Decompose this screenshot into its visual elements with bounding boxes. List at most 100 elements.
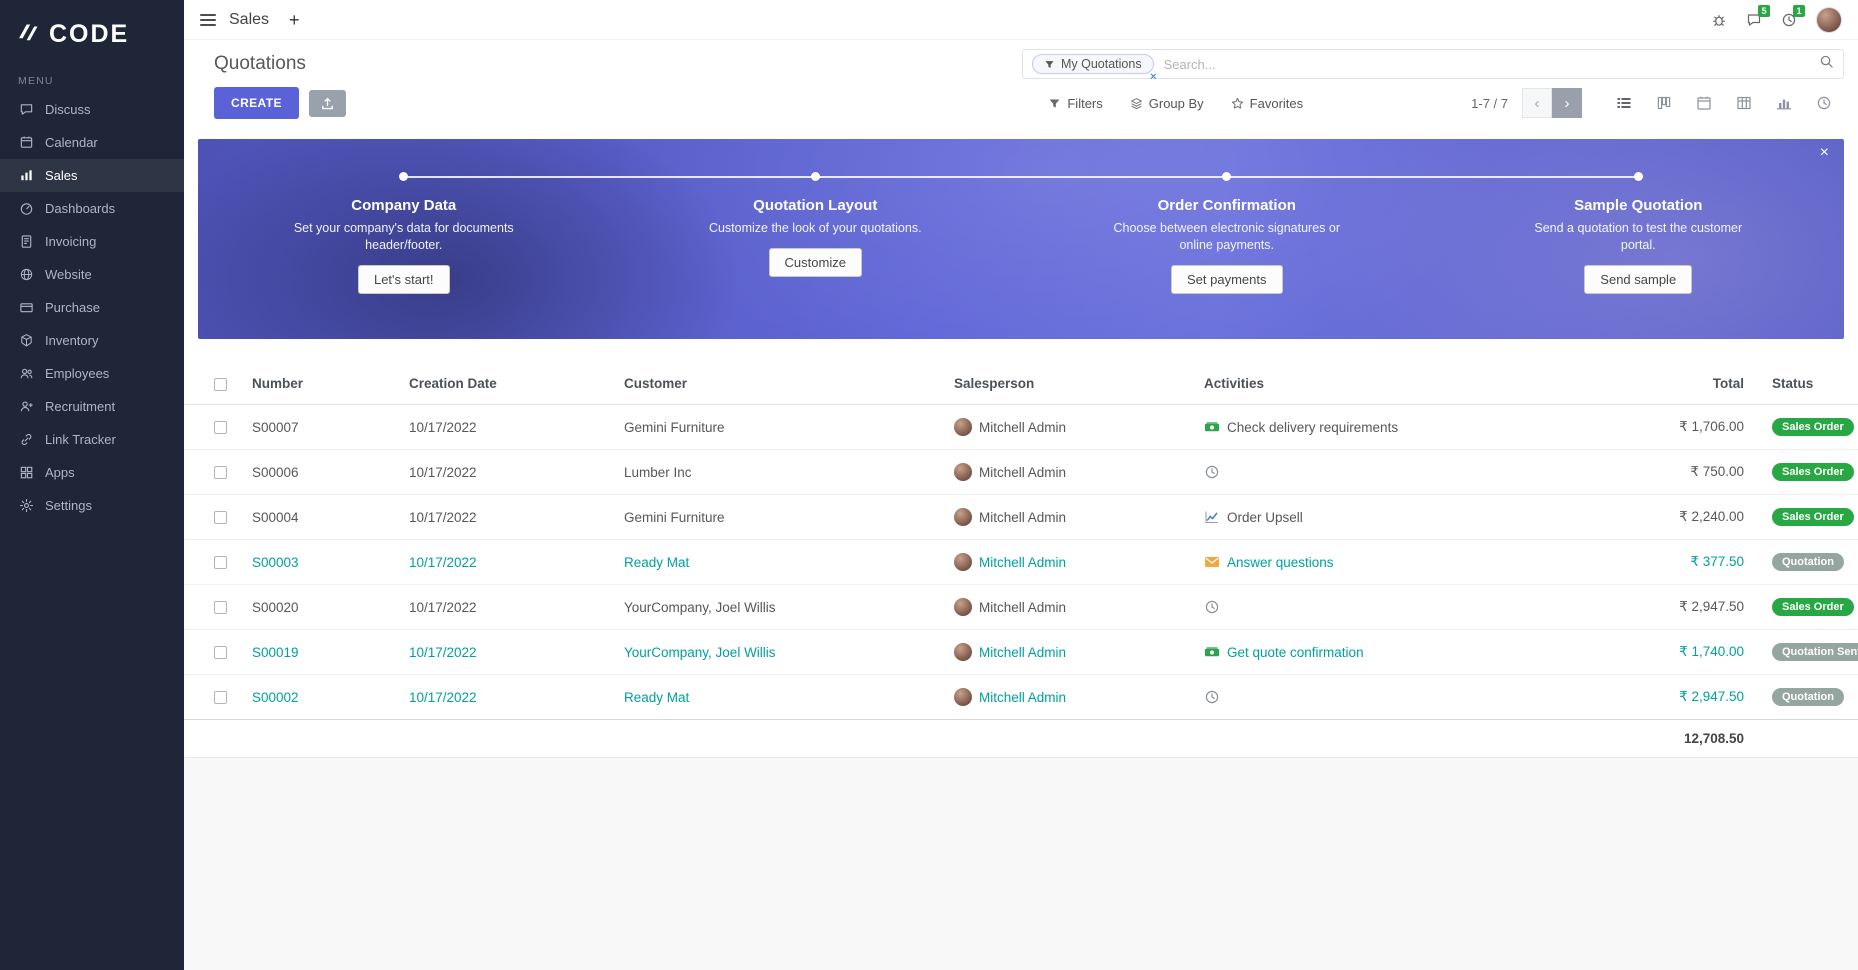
group-by-button[interactable]: Group By — [1130, 96, 1204, 111]
calendar-view-icon — [1697, 96, 1711, 110]
list-view-button[interactable] — [1604, 88, 1644, 118]
customize-button[interactable]: Customize — [768, 247, 862, 277]
cell-creation-date: 10/17/2022 — [401, 404, 616, 450]
view-switcher — [1604, 88, 1844, 118]
search-bar[interactable]: My Quotations × — [1022, 49, 1844, 83]
table-row[interactable]: S00002 10/17/2022 Ready Mat Mitchell Adm… — [184, 674, 1858, 720]
pager-next-button[interactable]: › — [1552, 88, 1582, 118]
favorites-button[interactable]: Favorites — [1231, 96, 1303, 111]
user-avatar[interactable] — [1816, 6, 1842, 33]
step-title: Sample Quotation — [1574, 197, 1703, 214]
current-app-name[interactable]: Sales — [229, 10, 270, 28]
graph-view-button[interactable] — [1764, 88, 1804, 118]
sidebar-item-settings[interactable]: Settings — [0, 489, 184, 522]
calendar-view-button[interactable] — [1684, 88, 1724, 118]
create-button[interactable]: CREATE — [214, 87, 299, 119]
send-sample-button[interactable]: Send sample — [1584, 264, 1693, 294]
cell-salesperson: Mitchell Admin — [979, 419, 1067, 435]
recruitment-icon — [18, 399, 34, 414]
header-activities[interactable]: Activities — [1196, 363, 1561, 405]
sidebar-item-apps[interactable]: Apps — [0, 456, 184, 489]
table-row[interactable]: S00007 10/17/2022 Gemini Furniture Mitch… — [184, 404, 1858, 450]
salesperson-avatar — [954, 643, 972, 661]
pivot-view-button[interactable] — [1724, 88, 1764, 118]
row-checkbox[interactable] — [214, 421, 227, 435]
facet-remove-icon[interactable]: × — [1150, 71, 1157, 83]
cell-total: ₹ 2,947.50 — [1561, 674, 1758, 720]
filters-button[interactable]: Filters — [1048, 96, 1103, 111]
table-row[interactable]: S00003 10/17/2022 Ready Mat Mitchell Adm… — [184, 539, 1858, 585]
status-badge: Sales Order — [1772, 418, 1854, 436]
row-checkbox[interactable] — [214, 511, 227, 525]
onboarding-step-company-data: Company Data Set your company's data for… — [198, 172, 610, 294]
header-total[interactable]: Total — [1561, 363, 1758, 405]
onboarding-banner: × Company Data Set your company's data f… — [198, 139, 1844, 339]
menu-toggle-icon[interactable] — [200, 13, 216, 26]
sidebar-item-website[interactable]: Website — [0, 258, 184, 291]
header-creation-date[interactable]: Creation Date — [401, 363, 616, 405]
select-all-checkbox[interactable] — [214, 377, 227, 391]
sidebar-item-label: Apps — [45, 465, 75, 480]
activity-view-button[interactable] — [1804, 88, 1844, 118]
cell-creation-date: 10/17/2022 — [401, 449, 616, 495]
table-row[interactable]: S00019 10/17/2022 YourCompany, Joel Will… — [184, 629, 1858, 675]
upload-icon — [322, 97, 333, 109]
row-checkbox[interactable] — [214, 466, 227, 480]
row-checkbox[interactable] — [214, 556, 227, 570]
add-tab-button[interactable]: + — [289, 9, 300, 30]
row-checkbox[interactable] — [214, 646, 227, 660]
sidebar-item-link-tracker[interactable]: Link Tracker — [0, 423, 184, 456]
sidebar-item-purchase[interactable]: Purchase — [0, 291, 184, 324]
clock-icon — [1205, 600, 1219, 614]
banner-close-icon[interactable]: × — [1819, 144, 1829, 161]
header-salesperson[interactable]: Salesperson — [946, 363, 1196, 405]
search-input[interactable] — [1153, 56, 1819, 72]
sidebar-item-label: Discuss — [45, 102, 91, 117]
cash-icon — [1205, 647, 1219, 657]
messages-icon[interactable]: 5 — [1746, 4, 1770, 28]
sidebar-item-recruitment[interactable]: Recruitment — [0, 390, 184, 423]
onboarding-step-order-confirmation: Order Confirmation Choose between electr… — [1021, 172, 1433, 294]
header-status[interactable]: Status — [1758, 363, 1858, 405]
sidebar-item-label: Employees — [45, 366, 110, 381]
table-row[interactable]: S00020 10/17/2022 YourCompany, Joel Will… — [184, 584, 1858, 630]
sidebar-item-sales[interactable]: Sales — [0, 159, 184, 192]
status-badge: Quotation — [1772, 553, 1844, 571]
dashboards-icon — [18, 201, 34, 216]
sidebar-item-calendar[interactable]: Calendar — [0, 126, 184, 159]
step-dot — [1633, 172, 1643, 181]
debug-icon[interactable] — [1711, 12, 1727, 28]
status-badge: Sales Order — [1772, 598, 1854, 616]
brand-logo[interactable]: CODE — [0, 0, 184, 67]
sidebar-item-inventory[interactable]: Inventory — [0, 324, 184, 357]
sidebar-item-invoicing[interactable]: Invoicing — [0, 225, 184, 258]
salesperson-avatar — [954, 553, 972, 571]
pivot-view-icon — [1737, 96, 1751, 110]
sidebar-item-dashboards[interactable]: Dashboards — [0, 192, 184, 225]
invoicing-icon — [18, 234, 34, 249]
search-facet[interactable]: My Quotations × — [1032, 54, 1157, 83]
cell-activity: Answer questions — [1227, 554, 1334, 570]
sidebar-item-employees[interactable]: Employees — [0, 357, 184, 390]
sidebar-item-discuss[interactable]: Discuss — [0, 93, 184, 126]
import-button[interactable] — [308, 89, 346, 117]
lets-start-button[interactable]: Let's start! — [357, 264, 450, 294]
list-view-icon — [1617, 98, 1631, 108]
row-checkbox[interactable] — [214, 601, 227, 615]
header-customer[interactable]: Customer — [616, 363, 946, 405]
row-checkbox[interactable] — [214, 691, 227, 705]
set-payments-button[interactable]: Set payments — [1171, 264, 1283, 294]
step-description: Customize the look of your quotations. — [708, 221, 922, 235]
systray: 5 1 — [1711, 4, 1842, 33]
table-row[interactable]: S00004 10/17/2022 Gemini Furniture Mitch… — [184, 494, 1858, 540]
activities-icon[interactable]: 1 — [1781, 4, 1805, 28]
cell-number: S00020 — [244, 584, 401, 630]
kanban-view-button[interactable] — [1644, 88, 1684, 118]
website-icon — [18, 267, 34, 282]
header-number[interactable]: Number — [244, 363, 401, 405]
step-dot — [399, 172, 409, 181]
chart-icon — [1205, 511, 1218, 524]
table-row[interactable]: S00006 10/17/2022 Lumber Inc Mitchell Ad… — [184, 449, 1858, 495]
search-icon[interactable] — [1819, 54, 1834, 74]
pager-prev-button[interactable]: ‹ — [1522, 88, 1552, 118]
